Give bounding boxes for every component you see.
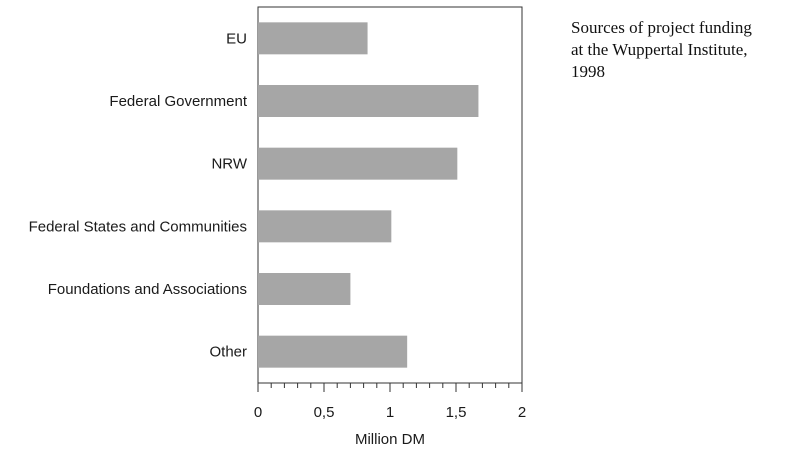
x-tick-label: 0,5 xyxy=(314,404,335,421)
x-axis-ticks-group: 0 0,5 1 1,5 2 xyxy=(254,383,526,421)
x-tick-label: 1,5 xyxy=(446,404,467,421)
plot-area-frame xyxy=(257,6,523,384)
x-tick-label: 1 xyxy=(386,404,394,421)
category-label-foundations-and-associations: Foundations and Associations xyxy=(48,281,247,298)
x-tick-label: 2 xyxy=(518,404,526,421)
category-label-federal-states-and-communities: Federal States and Communities xyxy=(29,218,247,235)
caption-line-2: at the Wuppertal Institute, xyxy=(571,40,748,59)
x-axis-title: Million DM xyxy=(355,431,425,448)
bar-nrw xyxy=(258,147,458,180)
bar-eu xyxy=(258,22,368,55)
bars-group xyxy=(258,22,479,368)
bar-other xyxy=(258,335,408,368)
category-labels-group: EU Federal Government NRW Federal States an… xyxy=(29,30,248,360)
caption-line-3: 1998 xyxy=(571,62,605,81)
chart-caption: Sources of project funding at the Wupper… xyxy=(571,17,801,83)
bar-foundations-and-associations xyxy=(258,273,351,305)
bar-federal-government xyxy=(258,85,479,117)
bar-federal-states-and-communities xyxy=(258,210,392,243)
category-label-other: Other xyxy=(209,344,247,361)
category-label-eu: EU xyxy=(226,30,247,47)
category-label-nrw: NRW xyxy=(211,156,247,173)
category-label-federal-government: Federal Government xyxy=(109,93,247,110)
caption-line-1: Sources of project funding xyxy=(571,18,752,37)
x-tick-label: 0 xyxy=(254,404,262,421)
